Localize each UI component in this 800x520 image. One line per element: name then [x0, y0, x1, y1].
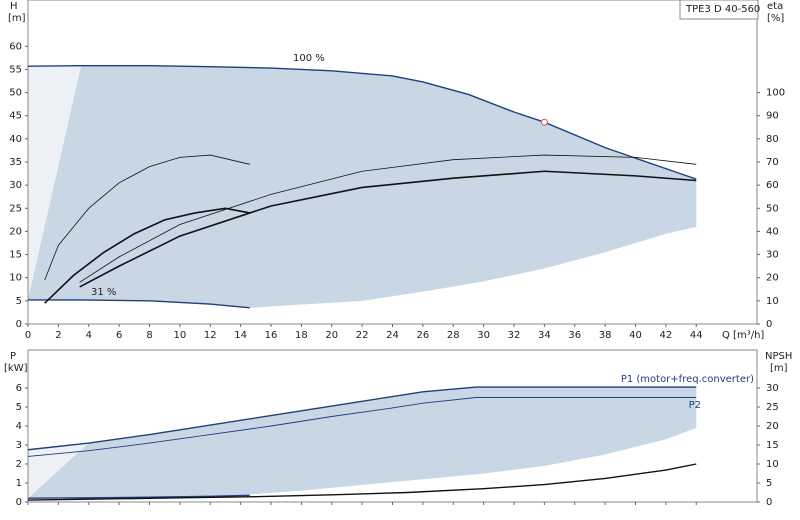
- y2-tick-label: 30: [766, 383, 779, 394]
- envelope: [28, 387, 697, 499]
- x-tick-label: 32: [508, 330, 521, 341]
- y2-tick-label: 15: [766, 440, 779, 451]
- x-tick-label: 10: [174, 330, 187, 341]
- curve: [27, 386, 697, 451]
- y-axis-unit: [kW]: [4, 363, 28, 374]
- x-tick-label: 8: [146, 330, 152, 341]
- x-tick-label: 22: [356, 330, 369, 341]
- y2-tick-label: 10: [766, 296, 779, 307]
- y-tick-label: 25: [9, 203, 22, 214]
- y2-tick-label: 30: [766, 250, 779, 261]
- x-tick-label: 0: [25, 330, 31, 341]
- y2-axis-unit: [m]: [770, 363, 788, 374]
- curve: [44, 207, 250, 304]
- x-tick-label: 30: [477, 330, 490, 341]
- y-axis-unit: [m]: [8, 13, 26, 24]
- y-tick-label: 3: [16, 440, 22, 451]
- y-axis-label: H: [10, 1, 18, 12]
- x-tick-label: 2: [55, 330, 61, 341]
- x-tick-label: 38: [599, 330, 612, 341]
- x-tick-label: 44: [690, 330, 703, 341]
- x-tick-label: 34: [538, 330, 551, 341]
- y-tick-label: 5: [16, 402, 22, 413]
- y2-tick-label: 20: [766, 421, 779, 432]
- y-tick-label: 20: [9, 226, 22, 237]
- y-tick-label: 15: [9, 250, 22, 261]
- y-tick-label: 5: [16, 296, 22, 307]
- operating-point: [540, 118, 548, 126]
- x-tick-label: 28: [447, 330, 460, 341]
- y-tick-label: 0: [16, 319, 22, 330]
- y-tick-label: 50: [9, 88, 22, 99]
- y-tick-label: 1: [16, 478, 22, 489]
- x-axis-label: Q [m³/h]: [722, 330, 764, 341]
- curve: [27, 463, 697, 501]
- y2-tick-label: 70: [766, 157, 779, 168]
- curve: [79, 170, 697, 288]
- y2-tick-label: 5: [766, 478, 772, 489]
- curve: [44, 154, 250, 281]
- y2-tick-label: 50: [766, 203, 779, 214]
- y2-axis-unit: [%]: [767, 13, 784, 24]
- y2-tick-label: 100: [766, 88, 785, 99]
- y-tick-label: 55: [9, 64, 22, 75]
- y2-tick-label: 20: [766, 273, 779, 284]
- curve: [79, 154, 697, 283]
- x-tick-label: 42: [660, 330, 673, 341]
- y-tick-label: 10: [9, 273, 22, 284]
- y-tick-label: 2: [16, 459, 22, 470]
- y2-tick-label: 40: [766, 226, 779, 237]
- model-label: TPE3 D 40-560: [685, 4, 760, 15]
- y2-tick-label: 80: [766, 134, 779, 145]
- y2-axis-label: eta: [767, 1, 783, 12]
- y2-axis-label: NPSH: [765, 351, 792, 362]
- labels: TPE3 D 40-560 100 % 31 % P1 (motor+freq.…: [91, 0, 760, 411]
- x-tick-label: 40: [629, 330, 642, 341]
- speed-label: 100 %: [293, 53, 325, 64]
- x-tick-label: 24: [386, 330, 399, 341]
- y-tick-label: 30: [9, 180, 22, 191]
- y2-tick-label: 10: [766, 459, 779, 470]
- x-tick-label: 18: [295, 330, 308, 341]
- y-tick-label: 60: [9, 41, 22, 52]
- x-tick-label: 12: [204, 330, 217, 341]
- x-tick-label: 6: [116, 330, 122, 341]
- y-tick-label: 45: [9, 111, 22, 122]
- series-label: P2: [689, 400, 701, 411]
- y-tick-label: 40: [9, 134, 22, 145]
- y-tick-label: 4: [16, 421, 22, 432]
- y-tick-label: 6: [16, 383, 22, 394]
- speed-label: 31 %: [91, 287, 116, 298]
- y2-tick-label: 60: [766, 180, 779, 191]
- y-axis-label: P: [10, 351, 16, 362]
- x-tick-label: 36: [568, 330, 581, 341]
- x-tick-label: 4: [86, 330, 92, 341]
- y-tick-label: 0: [16, 497, 22, 508]
- y2-tick-label: 90: [766, 111, 779, 122]
- curve: [27, 494, 250, 499]
- head-panel: H [m] eta [%] Q [m³/h] 0 2 4 6 8 10 12 14 16 18 20…: [8, 0, 785, 341]
- y2-tick-label: 0: [766, 319, 772, 330]
- x-tick-label: 14: [234, 330, 247, 341]
- y2-tick-label: 0: [766, 497, 772, 508]
- x-tick-label: 20: [325, 330, 338, 341]
- power-panel: P [kW] NPSH [m] 0 1 2 3 4 5 6 0 5 10 15 20 25 30: [4, 349, 792, 508]
- x-tick-label: 16: [265, 330, 278, 341]
- series-label: P1 (motor+freq.converter): [621, 374, 754, 385]
- y-tick-label: 35: [9, 157, 22, 168]
- model-box: [679, 0, 759, 20]
- curve: [28, 299, 250, 309]
- curve: [27, 397, 697, 457]
- x-tick-label: 26: [417, 330, 430, 341]
- y2-tick-label: 25: [766, 402, 779, 413]
